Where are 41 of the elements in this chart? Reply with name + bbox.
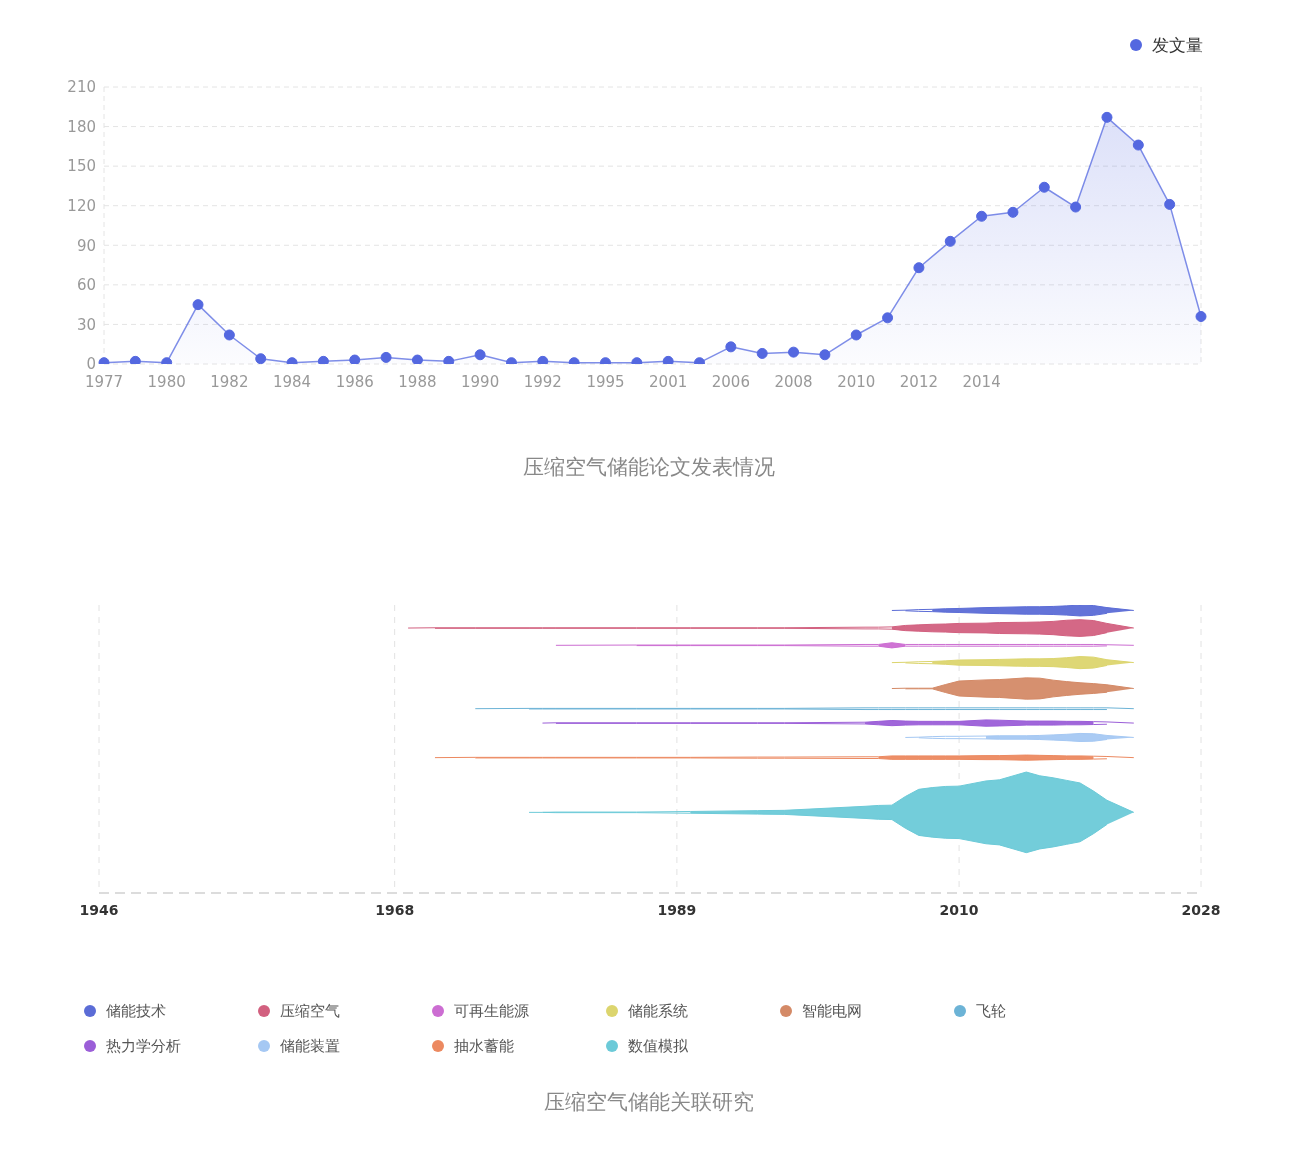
x-tick-label: 1984 xyxy=(272,372,312,391)
text: 压缩空气储能论文发表情况 xyxy=(522,454,776,480)
x-tick-label: 1982 xyxy=(210,372,249,391)
legend-label: 储能系统 xyxy=(628,1001,688,1021)
y-tick-label: 180 xyxy=(67,117,96,136)
legend-label: 数值模拟 xyxy=(628,1036,688,1056)
legend-label: 发文量 xyxy=(1152,33,1203,57)
x-tick-label: 2012 xyxy=(899,372,939,391)
legend-label: 智能电网 xyxy=(802,1001,862,1021)
legend-label: 热力学分析 xyxy=(106,1036,181,1056)
x-tick-label: 1990 xyxy=(461,372,500,391)
x-tick-label: 2010 xyxy=(837,372,876,391)
x-tick-label: 2006 xyxy=(711,372,750,391)
x-tick-label: 1986 xyxy=(335,372,374,391)
x-tick-label: 1992 xyxy=(523,372,562,391)
legend-label: 储能装置 xyxy=(280,1036,340,1056)
y-tick-label: 0 xyxy=(86,355,96,374)
x-tick-label: 1980 xyxy=(147,372,186,391)
y-tick-label: 210 xyxy=(67,78,96,97)
legend-label: 飞轮 xyxy=(976,1001,1006,1021)
x-tick-label: 1989 xyxy=(657,901,697,918)
x-tick-label: 1946 xyxy=(79,901,119,918)
y-tick-label: 60 xyxy=(76,276,96,295)
x-tick-label: 2014 xyxy=(962,372,1001,391)
x-tick-label: 1995 xyxy=(586,372,625,391)
x-tick-label: 2001 xyxy=(649,372,688,391)
x-tick-label: 1968 xyxy=(375,901,415,918)
legend-label: 压缩空气 xyxy=(280,1001,340,1021)
x-tick-label: 1988 xyxy=(398,372,437,391)
x-tick-label: 2010 xyxy=(939,901,979,918)
y-tick-label: 90 xyxy=(76,236,96,255)
y-tick-label: 150 xyxy=(67,157,96,176)
x-tick-label: 2008 xyxy=(774,372,813,391)
y-tick-label: 120 xyxy=(67,197,96,216)
x-tick-label: 1977 xyxy=(84,372,124,391)
y-tick-label: 30 xyxy=(76,315,96,334)
x-tick-label: 2028 xyxy=(1181,901,1221,918)
legend-label: 抽水蓄能 xyxy=(454,1036,514,1056)
legend-label: 储能技术 xyxy=(106,1001,166,1021)
legend-label: 可再生能源 xyxy=(454,1001,529,1021)
text: 压缩空气储能关联研究 xyxy=(543,1089,755,1115)
